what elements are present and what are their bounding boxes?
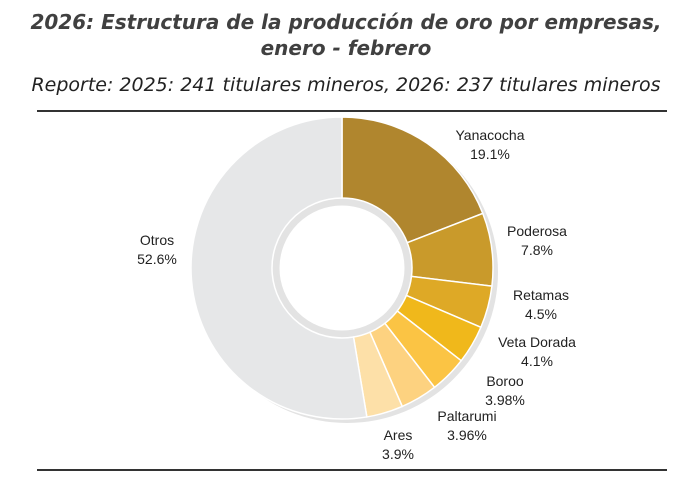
slice-value-label: 4.1%: [521, 353, 553, 369]
top-rule: [37, 110, 667, 112]
slice-yanacocha: [341, 116, 484, 244]
chart-subtitle: Reporte: 2025: 241 titulares mineros, 20…: [31, 74, 661, 96]
chart-title: 2026: Estructura de la producción de oro…: [30, 10, 662, 34]
slice-name-label: Boroo: [486, 373, 524, 389]
slice-name-label: Ares: [384, 427, 413, 443]
slice-name-label: Paltarumi: [437, 408, 496, 424]
slice-value-label: 4.5%: [525, 306, 557, 322]
slice-name-label: Poderosa: [507, 223, 567, 239]
slice-value-label: 52.6%: [137, 251, 177, 267]
slice-value-label: 7.8%: [521, 242, 553, 258]
chart-title-line2: enero - febrero: [260, 36, 432, 60]
slice-value-label: 19.1%: [470, 146, 510, 162]
slice-otros: [190, 116, 368, 420]
slice-name-label: Otros: [140, 232, 174, 248]
slice-value-label: 3.96%: [447, 427, 487, 443]
slice-name-label: Retamas: [513, 287, 569, 303]
bottom-rule: [37, 469, 667, 471]
slice-name-label: Veta Dorada: [498, 334, 576, 350]
slice-name-label: Yanacocha: [455, 127, 524, 143]
donut-hole: [276, 202, 408, 334]
slice-value-label: 3.98%: [485, 392, 525, 408]
slice-value-label: 3.9%: [382, 446, 414, 462]
